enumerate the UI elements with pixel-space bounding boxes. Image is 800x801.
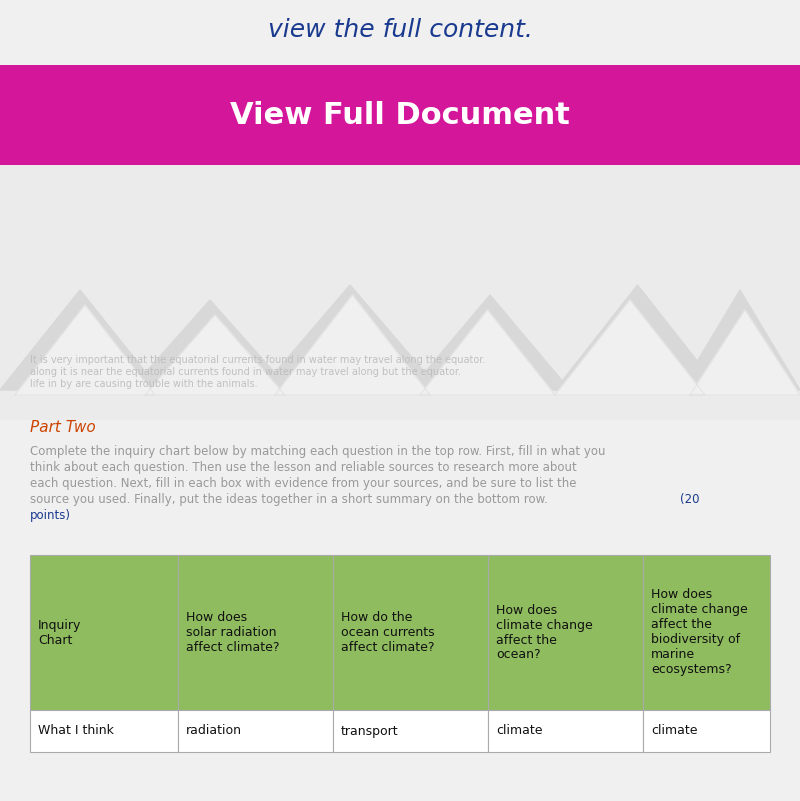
Text: How does
climate change
affect the
ocean?: How does climate change affect the ocean… [496, 603, 593, 662]
Text: source you used. Finally, put the ideas together in a short summary on the botto: source you used. Finally, put the ideas … [30, 493, 548, 506]
Text: climate: climate [496, 724, 542, 738]
FancyBboxPatch shape [0, 165, 800, 420]
Polygon shape [420, 310, 555, 395]
Text: transport: transport [341, 724, 398, 738]
Polygon shape [15, 305, 155, 395]
FancyBboxPatch shape [0, 65, 800, 165]
Polygon shape [690, 310, 800, 395]
Polygon shape [260, 285, 440, 390]
FancyBboxPatch shape [488, 710, 643, 752]
Text: How does
climate change
affect the
biodiversity of
marine
ecosystems?: How does climate change affect the biodi… [651, 589, 748, 677]
Polygon shape [130, 300, 290, 390]
FancyBboxPatch shape [333, 710, 488, 752]
FancyBboxPatch shape [178, 710, 333, 752]
Text: think about each question. Then use the lesson and reliable sources to research : think about each question. Then use the … [30, 461, 577, 474]
Text: radiation: radiation [186, 724, 242, 738]
Text: Complete the inquiry chart below by matching each question in the top row. First: Complete the inquiry chart below by matc… [30, 445, 606, 458]
Text: life in by are causing trouble with the animals.: life in by are causing trouble with the … [30, 379, 258, 389]
Text: What I think: What I think [38, 724, 114, 738]
FancyBboxPatch shape [30, 555, 178, 710]
Polygon shape [555, 285, 720, 390]
Text: each question. Next, fill in each box with evidence from your sources, and be su: each question. Next, fill in each box wi… [30, 477, 577, 490]
Text: How do the
ocean currents
affect climate?: How do the ocean currents affect climate… [341, 611, 434, 654]
Text: It is very important that the equatorial currents found in water may travel alon: It is very important that the equatorial… [30, 355, 486, 365]
Polygon shape [680, 290, 800, 390]
Text: How does
solar radiation
affect climate?: How does solar radiation affect climate? [186, 611, 279, 654]
FancyBboxPatch shape [643, 710, 770, 752]
Polygon shape [145, 315, 285, 395]
Text: View Full Document: View Full Document [230, 100, 570, 130]
Polygon shape [410, 295, 570, 390]
FancyBboxPatch shape [30, 710, 178, 752]
Text: Inquiry
Chart: Inquiry Chart [38, 618, 82, 646]
Text: (20: (20 [680, 493, 699, 506]
FancyBboxPatch shape [178, 555, 333, 710]
Text: climate: climate [651, 724, 698, 738]
Polygon shape [555, 300, 705, 395]
Text: view the full content.: view the full content. [267, 18, 533, 42]
Polygon shape [275, 295, 430, 395]
FancyBboxPatch shape [333, 555, 488, 710]
FancyBboxPatch shape [488, 555, 643, 710]
FancyBboxPatch shape [643, 555, 770, 710]
Text: points): points) [30, 509, 71, 522]
Text: along it is near the equatorial currents found in water may travel along but the: along it is near the equatorial currents… [30, 367, 461, 377]
Polygon shape [0, 290, 160, 390]
Text: Part Two: Part Two [30, 421, 96, 436]
